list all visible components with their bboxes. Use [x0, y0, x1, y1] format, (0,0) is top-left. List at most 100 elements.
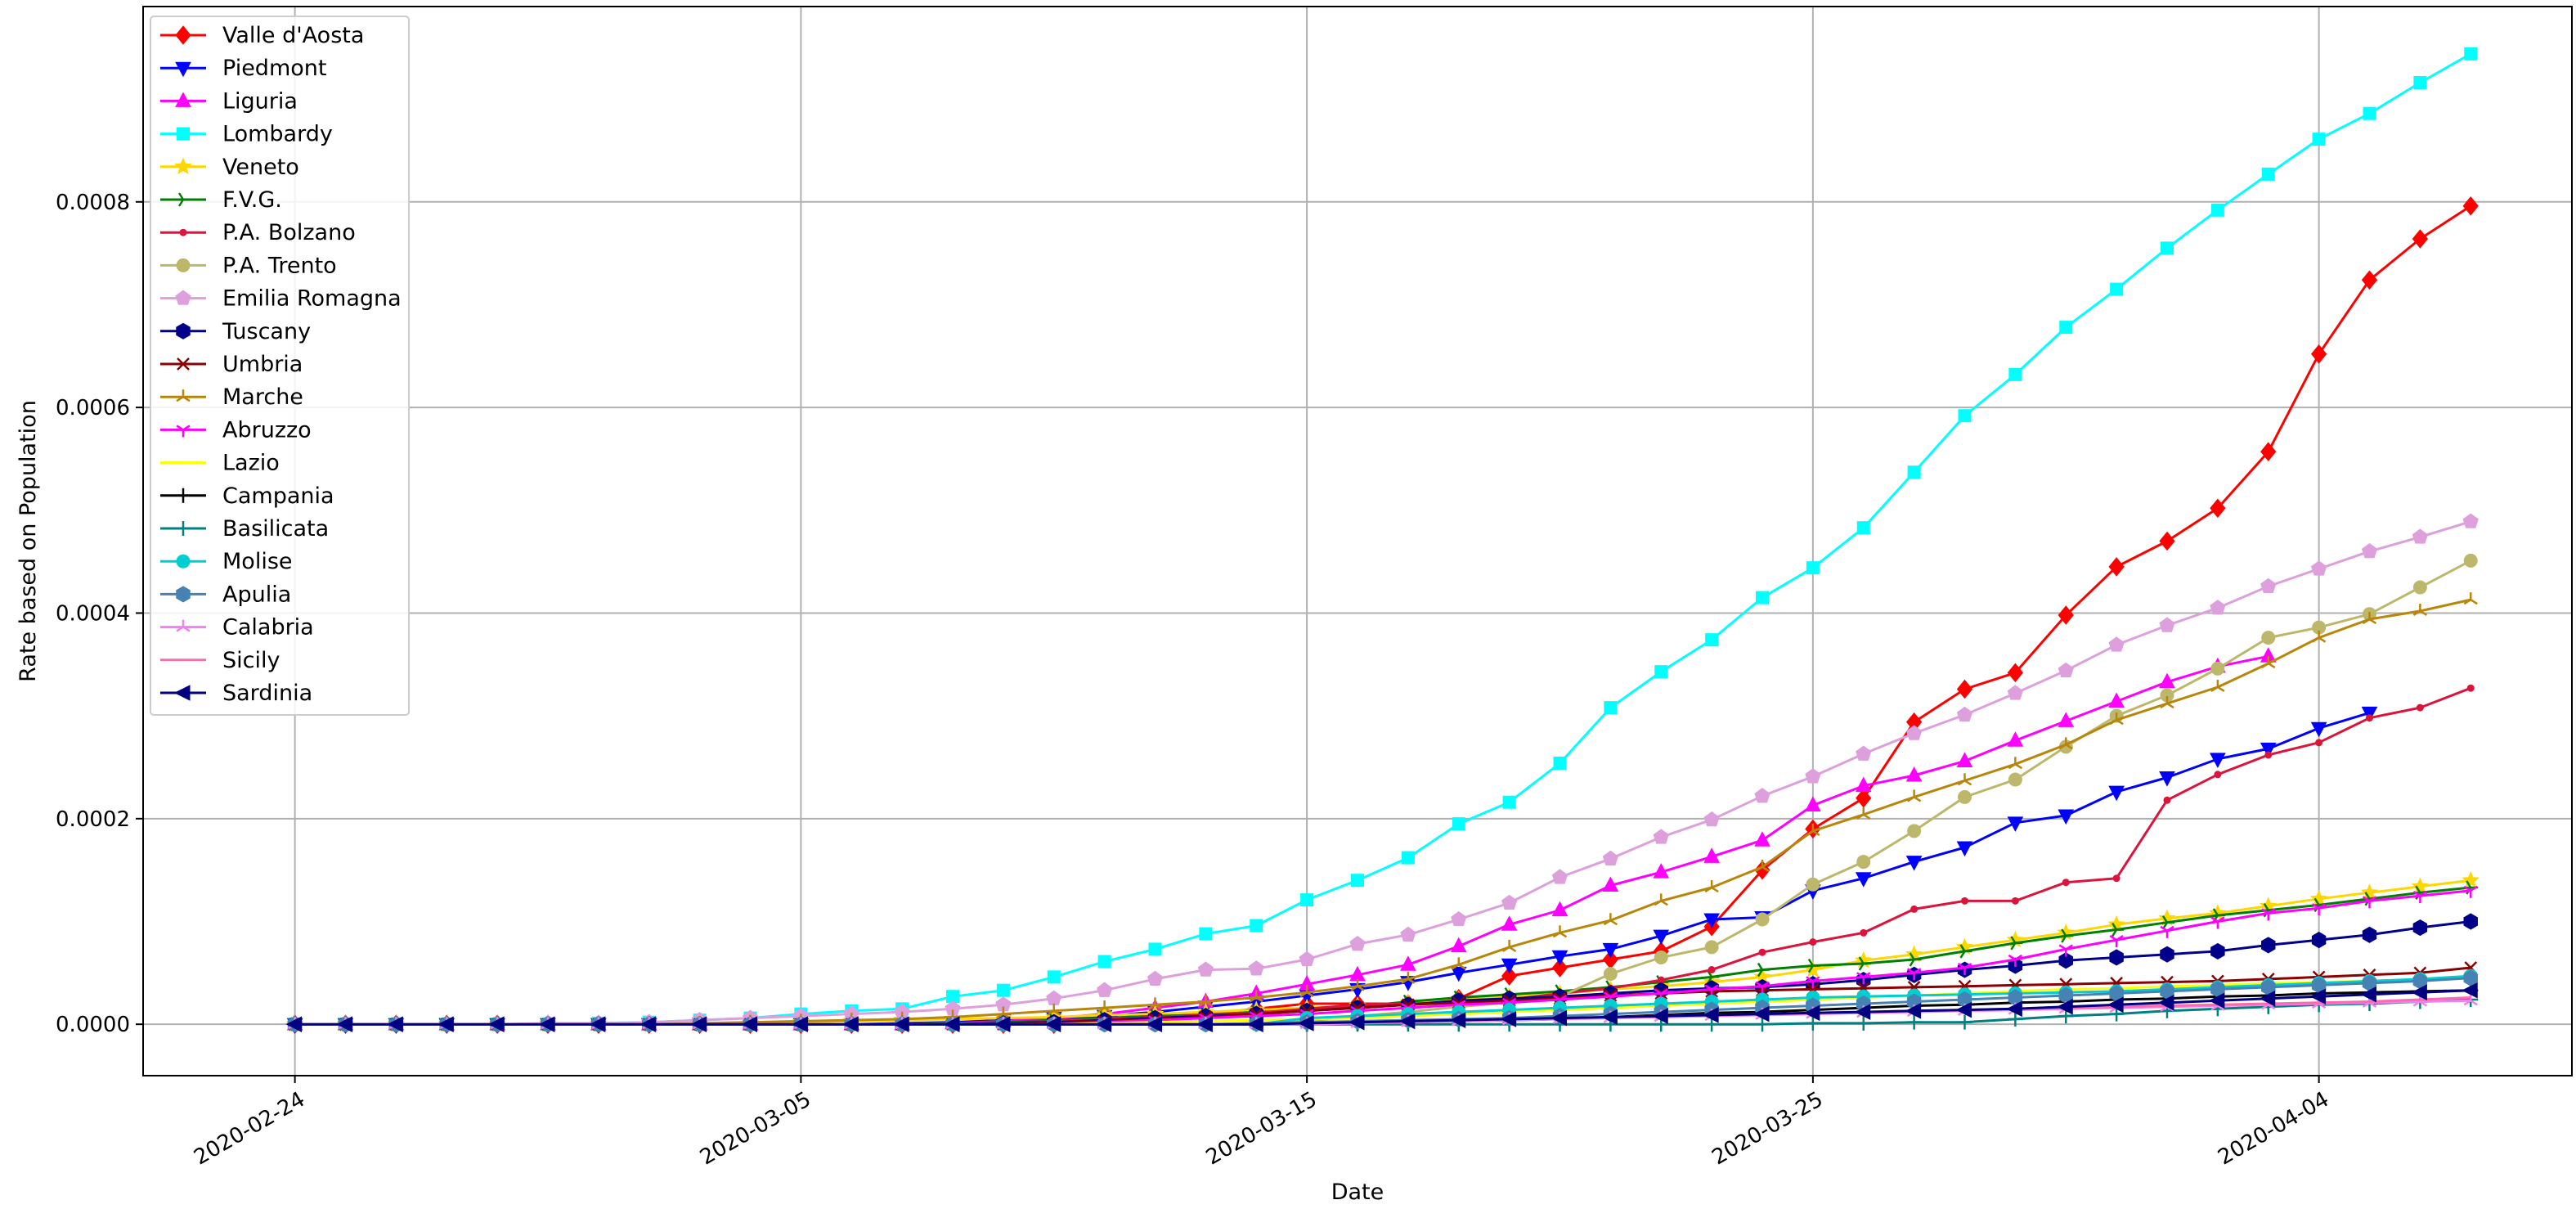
legend-marker	[177, 357, 190, 371]
data-point	[1097, 1000, 1112, 1013]
data-point	[1905, 1003, 1922, 1019]
data-point	[1551, 869, 1568, 884]
data-point	[1401, 851, 1415, 865]
data-point	[1957, 962, 1972, 976]
data-point	[1905, 856, 1923, 871]
data-point	[1653, 829, 1669, 844]
series-line-sardinia	[294, 989, 2471, 1026]
data-point	[2462, 870, 2480, 888]
data-point	[1653, 929, 1670, 946]
data-point	[1147, 997, 1163, 1010]
data-point	[1449, 1012, 1466, 1028]
data-point	[2260, 578, 2277, 593]
data-point	[1502, 795, 1516, 809]
data-point	[2463, 969, 2478, 987]
data-point	[1758, 948, 1766, 956]
data-point	[1907, 824, 1922, 838]
legend-item: Tuscany	[160, 319, 311, 344]
legend-label: Tuscany	[222, 319, 311, 344]
data-point	[1501, 958, 1518, 974]
legend-label: Marche	[222, 384, 303, 410]
data-point	[2464, 47, 2478, 61]
data-point	[1148, 942, 1162, 956]
data-point	[1552, 925, 1568, 938]
data-point	[1754, 788, 1770, 803]
data-point	[1500, 1011, 1517, 1027]
data-point	[1807, 958, 1820, 973]
data-point	[1654, 950, 1668, 964]
legend-item: Veneto	[160, 155, 299, 180]
legend-label: Sicily	[222, 648, 280, 673]
data-point	[2261, 908, 2276, 921]
data-point	[1806, 561, 1820, 575]
series-layer	[285, 47, 2480, 1034]
data-point	[2360, 883, 2379, 901]
data-point	[1755, 981, 1770, 994]
data-point	[1198, 994, 1214, 1007]
data-point	[1047, 970, 1061, 984]
legend-item: Umbria	[160, 352, 303, 377]
data-point	[1653, 863, 1670, 879]
y-axis: 0.0000 0.0002 0.0004 0.0006 0.0008	[56, 191, 143, 1037]
data-point	[2108, 636, 2125, 652]
data-point	[946, 990, 959, 1004]
data-point	[2261, 656, 2276, 669]
data-point	[2366, 714, 2373, 722]
data-point	[2362, 612, 2377, 625]
data-point	[1906, 1014, 1922, 1030]
data-point	[2112, 874, 2120, 883]
data-point	[1703, 811, 1720, 827]
legend-item: Campania	[160, 483, 334, 509]
legend-marker	[175, 290, 191, 305]
data-point	[2108, 785, 2125, 802]
data-point	[2312, 620, 2327, 635]
data-point	[2062, 879, 2070, 887]
data-point	[538, 1016, 555, 1032]
data-point	[2011, 897, 2019, 905]
legend-item: Basilicata	[160, 516, 329, 542]
data-point	[1755, 859, 1770, 872]
data-point	[2107, 996, 2124, 1013]
data-point	[2462, 196, 2479, 216]
data-point	[2315, 739, 2323, 747]
data-point	[387, 1016, 403, 1032]
legend-item: Emilia Romagna	[160, 286, 402, 312]
data-point	[1451, 910, 1467, 927]
data-point	[1247, 1016, 1263, 1032]
series-line-emilia-romagna	[294, 520, 2471, 1026]
data-point	[2006, 1000, 2022, 1018]
data-point	[2361, 270, 2378, 290]
legend-label: Umbria	[222, 352, 303, 377]
data-point	[1602, 942, 1619, 959]
data-point	[2260, 742, 2277, 758]
data-point	[2466, 684, 2475, 692]
data-point	[1856, 855, 1871, 870]
data-point	[2362, 896, 2377, 909]
data-point	[1959, 944, 1972, 959]
data-point	[1961, 897, 1968, 905]
data-point	[2163, 796, 2171, 804]
data-point	[2008, 367, 2022, 381]
legend-label: Campania	[222, 483, 334, 509]
y-axis-label: Rate based on Population	[16, 400, 41, 682]
legend-marker	[176, 586, 191, 603]
data-point	[1956, 679, 1973, 699]
data-point	[1955, 1001, 1972, 1018]
data-point	[2411, 984, 2427, 1001]
legend-marker	[176, 554, 191, 569]
data-point	[1907, 465, 1921, 479]
data-point	[1856, 521, 1870, 535]
data-point	[1654, 665, 1668, 679]
data-point	[1856, 972, 1871, 985]
data-point	[1854, 1004, 1871, 1020]
data-point	[1956, 752, 1973, 767]
data-point	[2008, 1011, 2023, 1027]
data-point	[2310, 721, 2327, 738]
data-point	[1855, 776, 1872, 793]
data-point	[2210, 203, 2224, 217]
data-point	[2412, 229, 2429, 249]
data-point	[1755, 912, 1770, 927]
data-point	[1604, 701, 1618, 715]
data-point	[2010, 936, 2023, 951]
data-point	[996, 983, 1010, 997]
